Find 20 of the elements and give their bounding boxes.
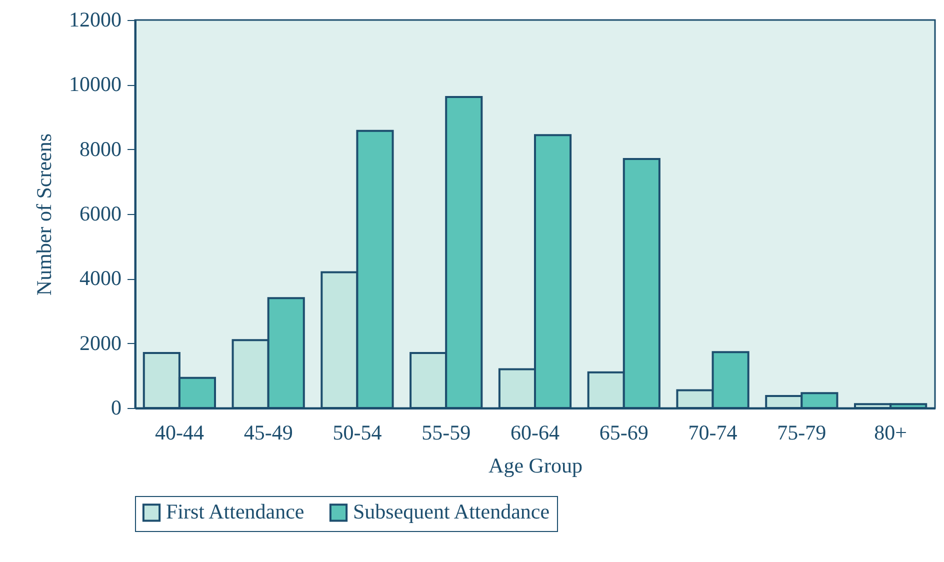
x-tick-label: 60-64 bbox=[510, 420, 560, 444]
y-tick-label: 10000 bbox=[69, 72, 122, 96]
y-tick-label: 4000 bbox=[80, 266, 122, 290]
y-axis-title: Number of Screens bbox=[32, 133, 56, 296]
x-tick-label: 45-49 bbox=[244, 420, 293, 444]
legend-label: First Attendance bbox=[166, 500, 304, 524]
y-tick-label: 8000 bbox=[80, 136, 122, 161]
x-tick-label: 40-44 bbox=[154, 420, 204, 444]
y-tick-label: 0 bbox=[111, 396, 122, 420]
x-tick-label: 50-54 bbox=[332, 420, 382, 444]
x-tick-label: 80+ bbox=[874, 420, 907, 444]
x-tick-label: 55-59 bbox=[422, 420, 471, 444]
y-tick-label: 12000 bbox=[69, 8, 122, 32]
x-axis-title: Age Group bbox=[488, 454, 582, 478]
y-tick-label: 6000 bbox=[80, 202, 122, 226]
legend-label: Subsequent Attendance bbox=[353, 500, 550, 524]
x-tick-label: 75-79 bbox=[777, 420, 826, 444]
x-tick-label: 65-69 bbox=[599, 420, 648, 444]
x-tick-label: 70-74 bbox=[688, 420, 738, 444]
y-tick-label: 2000 bbox=[80, 330, 122, 355]
